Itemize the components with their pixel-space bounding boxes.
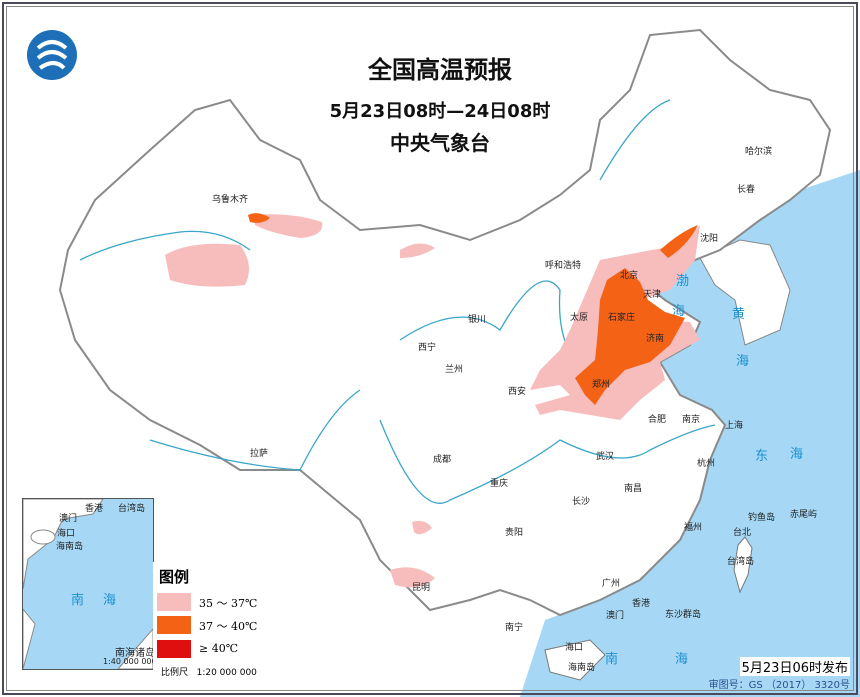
city-label: 西宁: [418, 343, 437, 353]
city-label: 成都: [433, 455, 452, 465]
city-label: 福州: [684, 523, 703, 533]
legend-item: 35 ～ 37℃: [157, 593, 267, 611]
city-label: 银川: [468, 315, 487, 325]
inset-label: 香港: [85, 504, 104, 514]
sea-label: 海: [675, 652, 689, 667]
korea-land: [699, 239, 791, 346]
city-label: 北京: [620, 271, 639, 281]
city-label: 杭州: [697, 459, 716, 469]
city-label: 哈尔滨: [745, 147, 773, 157]
taiwan-land: [733, 536, 753, 594]
legend-label: 35 ～ 37℃: [199, 597, 258, 610]
city-label: 天津: [643, 290, 662, 300]
city-label: 呼和浩特: [545, 261, 582, 271]
legend-label: 37 ～ 40℃: [199, 620, 258, 633]
city-label: 南宁: [505, 623, 524, 633]
city-label: 长沙: [572, 497, 591, 507]
city-label: 昆明: [412, 583, 431, 593]
sea-label: 黄: [732, 307, 746, 322]
legend-label: ≥ 40℃: [199, 642, 239, 655]
city-label: 南昌: [624, 484, 643, 494]
city-label: 石家庄: [608, 313, 636, 323]
legend-title: 图例: [159, 568, 190, 586]
forecast-period: 5月23日08时—24日08时: [329, 101, 551, 122]
south-china-sea-inset: 香港 澳门 台湾岛 海口 海南岛 南 海 南海诸岛 1:40 000 000: [22, 498, 154, 670]
inset-label: 海口: [57, 529, 76, 539]
scale-label: 比例尺: [161, 668, 189, 678]
sea-label: 海: [790, 447, 804, 462]
inset-label: 澳门: [59, 514, 78, 524]
city-label: 乌鲁木齐: [212, 195, 249, 205]
city-label: 澳门: [606, 611, 625, 621]
city-label: 香港: [632, 599, 651, 609]
sea-label: 海: [736, 354, 750, 369]
legend-swatch: [157, 593, 191, 611]
city-label: 钓鱼岛: [748, 513, 776, 523]
city-label: 合肥: [648, 415, 667, 425]
legend-item: 37 ～ 40℃: [157, 616, 267, 634]
inset-sea-label: 海: [103, 593, 117, 608]
sea-label: 渤: [676, 274, 690, 289]
city-label: 南京: [682, 415, 701, 425]
sea-label: 东: [755, 449, 769, 464]
inset-scale: 1:40 000 000: [103, 657, 154, 666]
city-label: 海口: [565, 643, 584, 653]
city-label: 沈阳: [700, 234, 719, 244]
heat-areas-37-40: [248, 213, 698, 405]
city-label: 广州: [602, 579, 621, 589]
hainan-land: [544, 639, 606, 681]
sea-label: 南: [605, 652, 619, 667]
inset-title: 南海诸岛: [115, 648, 154, 659]
city-label: 台湾岛: [727, 557, 755, 567]
city-label: 长春: [737, 185, 756, 195]
legend: 图例 35 ～ 37℃ 37 ～ 40℃ ≥ 40℃ 比例尺 1:20 000 …: [153, 562, 263, 682]
logo: [27, 30, 77, 80]
legend-swatch: [157, 616, 191, 634]
city-label: 上海: [725, 421, 744, 431]
sea-label: 海: [672, 304, 686, 319]
legend-swatch: [157, 640, 191, 658]
issuer: 中央气象台: [390, 131, 490, 155]
city-label: 郑州: [592, 380, 611, 390]
city-label: 济南: [646, 334, 665, 344]
inset-label: 海南岛: [56, 542, 84, 552]
city-label: 东沙群岛: [665, 610, 702, 620]
city-label: 太原: [570, 313, 589, 323]
publish-time: 5月23日06时发布: [739, 657, 850, 676]
scale-value: 1:20 000 000: [196, 668, 257, 678]
city-label: 拉萨: [250, 449, 269, 459]
city-label: 台北: [733, 528, 752, 538]
inset-label: 台湾岛: [118, 504, 146, 514]
map-title: 全国高温预报: [368, 56, 512, 84]
city-label: 贵阳: [505, 528, 524, 538]
city-label: 海南岛: [568, 663, 596, 673]
map-review-number: 审图号：GS （2017） 3320号: [708, 680, 850, 691]
city-label: 兰州: [445, 365, 464, 375]
city-label: 武汉: [596, 452, 615, 462]
city-label: 重庆: [490, 479, 509, 489]
inset-sea-label: 南: [71, 593, 85, 608]
legend-item: ≥ 40℃: [157, 640, 267, 658]
map-scale: 比例尺 1:20 000 000: [161, 665, 257, 678]
city-label: 赤尾屿: [790, 510, 818, 520]
city-label: 西安: [508, 387, 527, 397]
